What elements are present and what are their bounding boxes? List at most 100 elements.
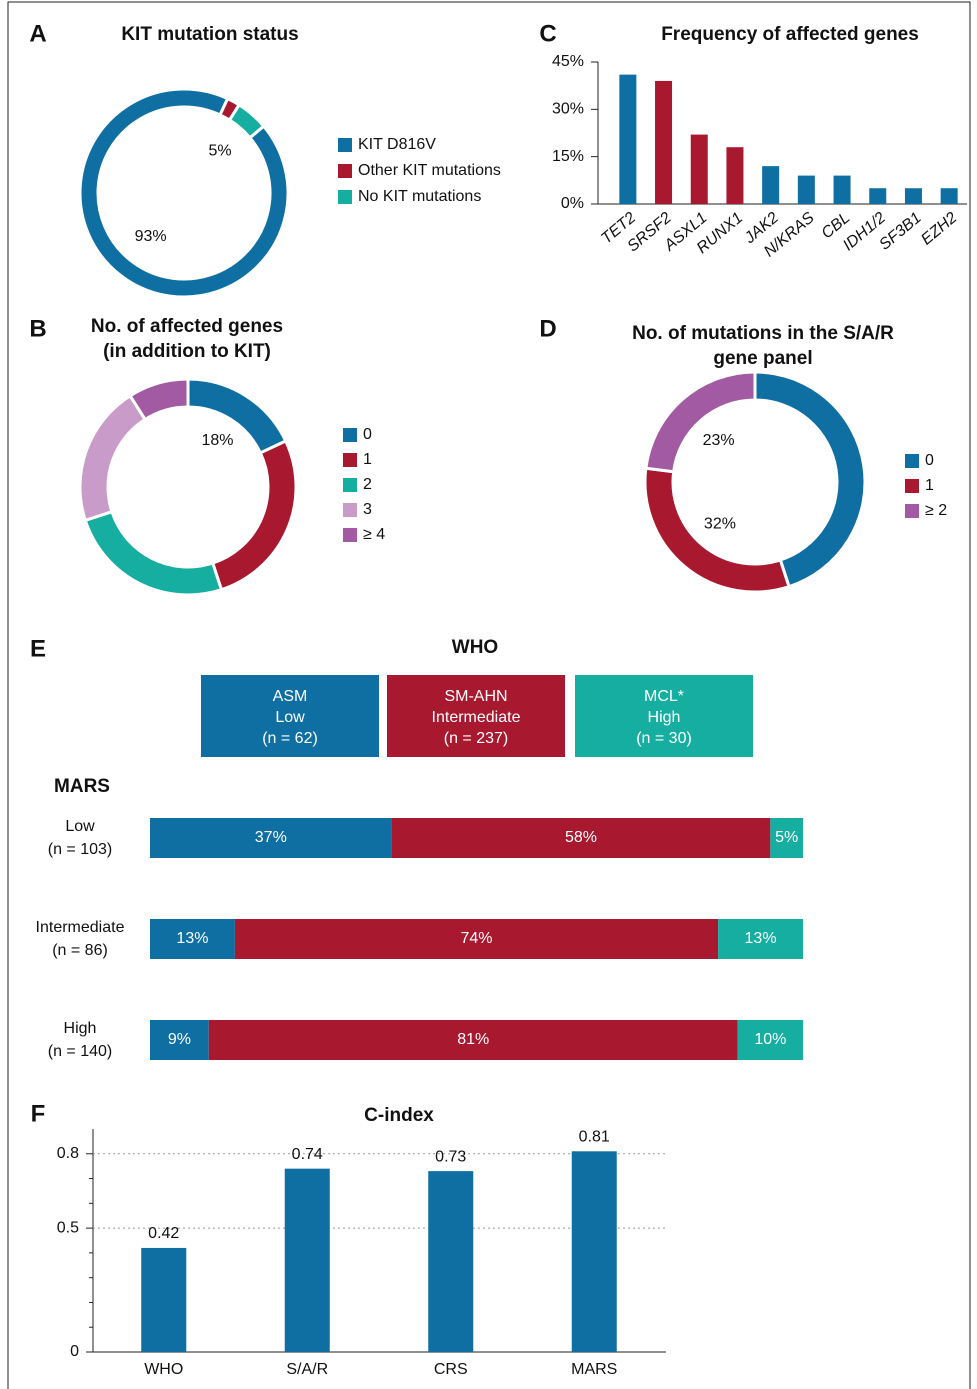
chart-title: KIT mutation status xyxy=(121,24,298,45)
value-label: 13% xyxy=(176,930,208,947)
panel-letter: A xyxy=(29,20,46,47)
value-label: 23% xyxy=(703,432,735,449)
bar xyxy=(571,1151,617,1352)
donut-segment xyxy=(78,87,290,299)
bar xyxy=(904,188,922,204)
legend-label: No KIT mutations xyxy=(358,188,481,205)
legend-label: (n = 62) xyxy=(262,730,318,747)
value-label: 58% xyxy=(565,829,597,846)
category-label: Low xyxy=(65,818,95,835)
legend-box xyxy=(575,675,753,757)
legend-swatch xyxy=(905,454,919,468)
panel-letter: D xyxy=(539,315,556,342)
bar-segment xyxy=(718,919,803,959)
value-label: 32% xyxy=(704,516,736,533)
donut-segment xyxy=(210,439,298,592)
legend-label: 1 xyxy=(363,451,372,468)
panel-letter: E xyxy=(30,635,46,662)
legend-label: ≥ 4 xyxy=(363,526,385,543)
bar-segment xyxy=(770,818,803,858)
x-tick-label: WHO xyxy=(144,1361,183,1378)
legend-label: High xyxy=(648,709,681,726)
bar-segment xyxy=(208,1020,738,1060)
legend-label: KIT D816V xyxy=(358,136,436,153)
donut-segment xyxy=(644,370,757,474)
legend-label: 0 xyxy=(925,452,934,469)
chart-title: No. of affected genes xyxy=(91,316,283,337)
legend-swatch xyxy=(905,479,919,493)
category-note: (n = 86) xyxy=(52,942,108,959)
legend-swatch xyxy=(905,504,919,518)
legend-swatch xyxy=(343,453,357,467)
legend-box xyxy=(387,675,565,757)
y-tick-label: 45% xyxy=(552,53,584,70)
legend-label: Other KIT mutations xyxy=(358,162,501,179)
panel-letter: C xyxy=(539,20,556,47)
value-label: 0.73 xyxy=(435,1148,466,1165)
value-label: 93% xyxy=(135,228,167,245)
legend-swatch xyxy=(343,428,357,442)
chart-title: C-index xyxy=(364,1105,434,1126)
value-label: 37% xyxy=(255,829,287,846)
category-label: Intermediate xyxy=(36,919,125,936)
legend-label: Low xyxy=(275,709,305,726)
bar-segment xyxy=(150,919,235,959)
value-label: 0.81 xyxy=(579,1129,610,1146)
legend-swatch xyxy=(343,478,357,492)
y-tick-label: 0% xyxy=(561,195,584,212)
x-tick-label: S/A/R xyxy=(286,1361,328,1378)
legend-label: MCL* xyxy=(644,688,684,705)
donut-segment xyxy=(753,370,867,589)
value-label: 9% xyxy=(168,1031,191,1048)
x-tick-label: CRS xyxy=(434,1361,468,1378)
bar xyxy=(428,1171,474,1352)
bar-segment xyxy=(150,1020,209,1060)
chart-title: No. of mutations in the S/A/R xyxy=(632,323,894,344)
bar xyxy=(869,188,887,204)
y-tick-label: 0.5 xyxy=(57,1219,79,1236)
category-note: (n = 103) xyxy=(48,841,112,858)
bar xyxy=(284,1168,330,1352)
chart-title: Frequency of affected genes xyxy=(661,24,919,45)
category-note: (n = 140) xyxy=(48,1043,112,1060)
value-label: 81% xyxy=(457,1031,489,1048)
value-label: 10% xyxy=(754,1031,786,1048)
chart-title: WHO xyxy=(452,637,498,658)
legend-swatch xyxy=(343,503,357,517)
legend-swatch xyxy=(338,190,352,204)
value-label: 5% xyxy=(209,143,232,160)
legend-label: 1 xyxy=(925,477,934,494)
bar xyxy=(655,80,673,204)
legend-label: 3 xyxy=(363,501,372,518)
bar xyxy=(797,175,815,204)
bar xyxy=(762,166,780,204)
chart-title: (in addition to KIT) xyxy=(103,341,271,362)
bar-segment xyxy=(234,919,719,959)
donut-segment xyxy=(128,377,190,422)
value-label: 0.42 xyxy=(148,1225,179,1242)
bar xyxy=(690,134,708,204)
y-tick-label: 0.8 xyxy=(57,1145,79,1162)
axis-label: MARS xyxy=(54,776,110,797)
legend-label: (n = 30) xyxy=(636,730,692,747)
bar-segment xyxy=(737,1020,803,1060)
chart-title: gene panel xyxy=(713,348,812,369)
bar xyxy=(833,175,851,204)
bar xyxy=(141,1247,187,1352)
legend-swatch xyxy=(338,164,352,178)
y-tick-label: 15% xyxy=(552,148,584,165)
legend-label: Intermediate xyxy=(432,709,521,726)
donut-segment xyxy=(78,393,148,523)
frame xyxy=(7,1,971,1389)
value-label: 18% xyxy=(201,432,233,449)
legend-swatch xyxy=(343,528,357,542)
y-tick-label: 30% xyxy=(552,101,584,118)
value-label: 13% xyxy=(745,930,777,947)
legend-label: 2 xyxy=(363,476,372,493)
bar-segment xyxy=(150,818,392,858)
bar-segment xyxy=(391,818,771,858)
value-label: 0.74 xyxy=(292,1146,323,1163)
legend-swatch xyxy=(338,138,352,152)
legend-label: ASM xyxy=(273,688,308,705)
